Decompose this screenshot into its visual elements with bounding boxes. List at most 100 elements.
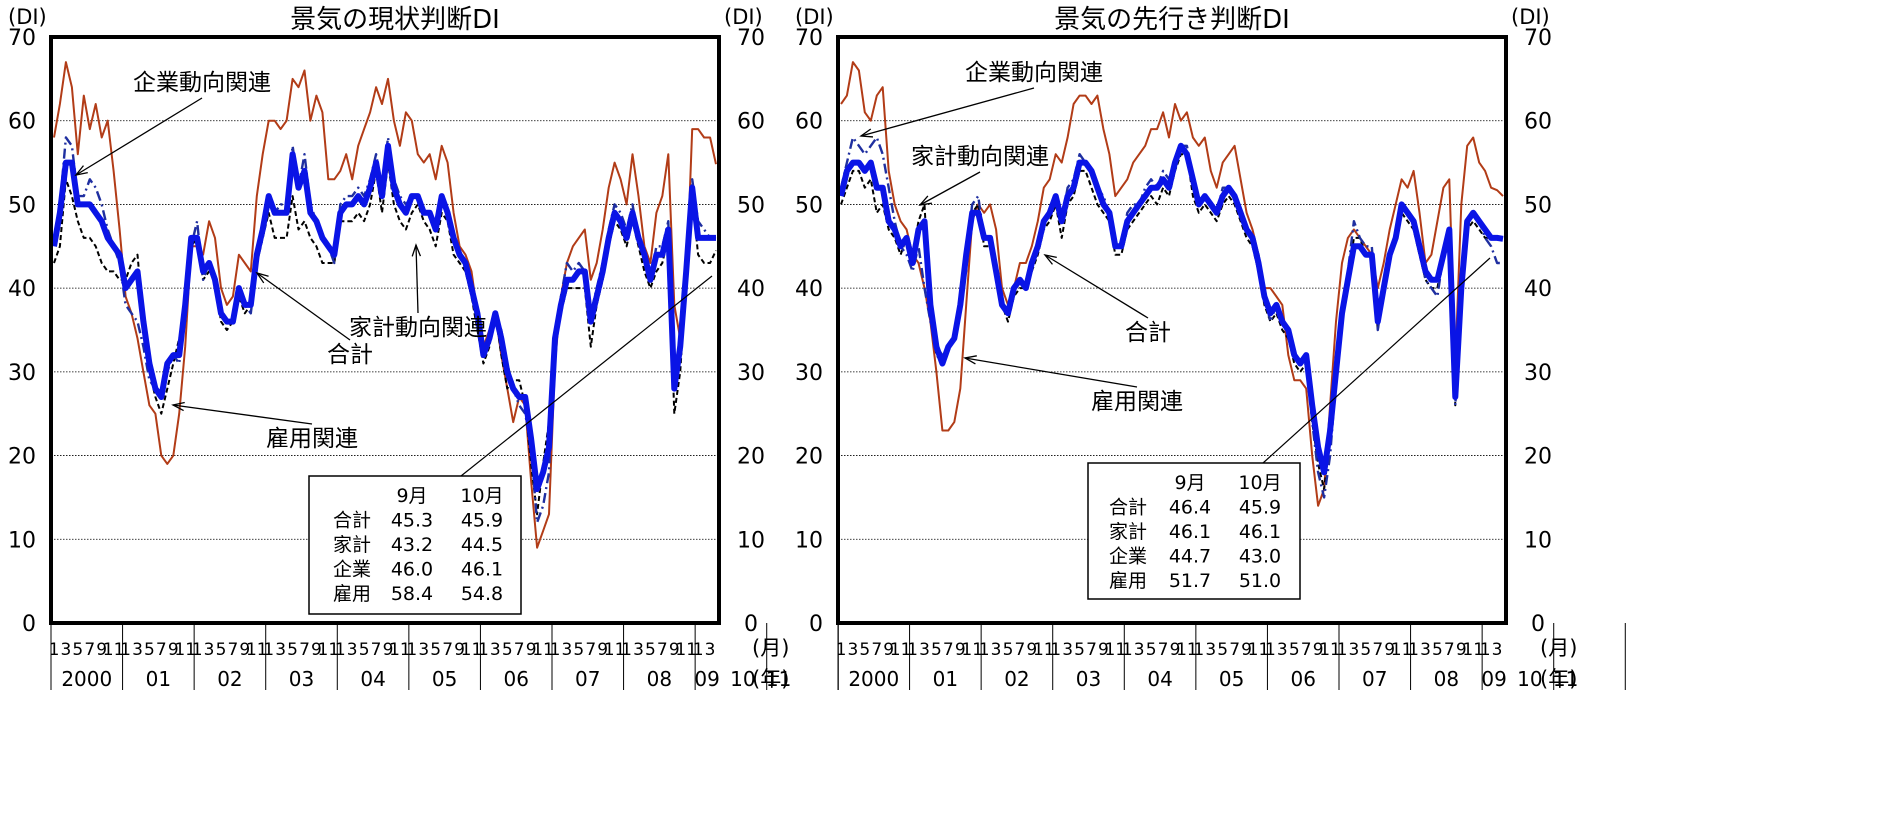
x-year-label: 01 [146, 667, 171, 691]
x-month-label: 7 [1229, 640, 1240, 660]
x-month-label: 5 [1360, 640, 1371, 660]
x-month-label: 11 [890, 640, 912, 660]
x-month-label: 11 [532, 640, 554, 660]
annotation-arrow-head [1043, 254, 1057, 265]
annotation-arrow-head [411, 243, 422, 257]
x-year-label: 06 [1290, 667, 1315, 691]
series-line-corporate [839, 136, 1503, 499]
annotation-arrow [964, 357, 1138, 388]
x-month-label: 3 [1277, 640, 1288, 660]
x-month-label: 9 [383, 640, 394, 660]
y-tick-label-left: 70 [8, 26, 36, 51]
x-month-label: 3 [490, 640, 501, 660]
table-cell: 46.1 [1169, 521, 1211, 543]
x-month-label: 11 [103, 640, 125, 660]
x-year-label: 09 [694, 667, 719, 691]
x-month-label: 7 [871, 640, 882, 660]
table-cell: 43.0 [1239, 546, 1281, 568]
table-leader-line [1262, 257, 1491, 464]
x-month-label: 1 [49, 640, 60, 660]
x-month-label: 1 [1122, 640, 1133, 660]
table-cell: 44.7 [1169, 546, 1211, 568]
y-tick-label-right: 20 [737, 445, 765, 470]
y-unit-right: (DI) [1511, 5, 1550, 29]
table-row-label: 雇用 [1109, 570, 1147, 592]
x-month-label: 1 [1193, 640, 1204, 660]
x-month-label: 7 [299, 640, 310, 660]
chart-title: 景気の現状判断DI [290, 5, 500, 35]
annotation-arrow [256, 272, 351, 341]
x-month-label: 1 [192, 640, 203, 660]
x-month-label: 9 [311, 640, 322, 660]
x-month-label: 5 [216, 640, 227, 660]
x-month-label: 5 [287, 640, 298, 660]
x-month-label: 5 [573, 640, 584, 660]
x-year-label: 11 [1553, 667, 1578, 691]
x-month-label: 9 [526, 640, 537, 660]
y-tick-label-right: 10 [737, 528, 765, 553]
y-tick-label-right: 70 [737, 26, 765, 51]
x-month-label: 3 [633, 640, 644, 660]
x-month-label: 1 [1337, 640, 1348, 660]
x-year-label: 02 [217, 667, 242, 691]
x-month-label: 3 [1348, 640, 1359, 660]
x-year-label: 01 [933, 667, 958, 691]
x-month-label: 7 [1301, 640, 1312, 660]
annotation-arrow [75, 97, 203, 176]
y-unit-left: (DI) [795, 5, 834, 29]
x-month-label: 5 [1146, 640, 1157, 660]
annotation-arrow [860, 87, 1035, 137]
annotation-label: 家計動向関連 [911, 144, 1049, 170]
x-month-label: 7 [156, 640, 167, 660]
x-month-label: 3 [1205, 640, 1216, 660]
table-cell: 46.1 [461, 559, 503, 581]
annotation-arrow [1044, 254, 1149, 319]
x-year-label: 03 [1076, 667, 1101, 691]
x-month-label: 9 [1313, 640, 1324, 660]
y-tick-label-left: 10 [8, 528, 36, 553]
table-cell: 46.1 [1239, 521, 1281, 543]
x-month-label: 11 [1248, 640, 1270, 660]
annotation-label: 企業動向関連 [133, 70, 271, 96]
table-header-sep: 9月 [396, 485, 427, 507]
y-tick-label-left: 20 [8, 445, 36, 470]
x-month-label: 7 [1444, 640, 1455, 660]
annotation-label: 家計動向関連 [349, 315, 487, 341]
annotation-arrow-head [918, 195, 932, 206]
x-month-label: 1 [693, 640, 704, 660]
x-month-label: 1 [478, 640, 489, 660]
x-year-label: 07 [1362, 667, 1387, 691]
table-header-sep: 9月 [1174, 472, 1205, 494]
y-tick-label-left: 10 [795, 528, 823, 553]
x-month-label: 3 [705, 640, 716, 660]
x-month-label: 1 [836, 640, 847, 660]
annotation-label: 合計 [327, 342, 373, 368]
annotation-label: 雇用関連 [266, 426, 358, 452]
table-cell: 46.4 [1169, 497, 1211, 519]
x-month-label: 1 [406, 640, 417, 660]
x-month-label: 7 [1014, 640, 1025, 660]
x-month-label: 9 [669, 640, 680, 660]
x-month-label: 1 [550, 640, 561, 660]
x-month-label: 9 [597, 640, 608, 660]
y-tick-label-right: 50 [737, 193, 765, 218]
x-month-label: 9 [1026, 640, 1037, 660]
x-month-label: 7 [943, 640, 954, 660]
table-row-label: 家計 [1109, 521, 1147, 543]
x-year-label: 05 [1219, 667, 1244, 691]
x-month-label: 3 [991, 640, 1002, 660]
chart-title: 景気の先行き判断DI [1054, 5, 1290, 35]
y-tick-label-right: 40 [1524, 277, 1552, 302]
x-month-label: 9 [1456, 640, 1467, 660]
table-row-label: 合計 [1109, 497, 1147, 519]
x-month-label: 5 [1074, 640, 1085, 660]
table-row-label: 合計 [333, 510, 371, 532]
table-row-label: 企業 [333, 559, 371, 581]
x-month-label: 1 [979, 640, 990, 660]
x-month-label: 5 [359, 640, 370, 660]
table-row-label: 雇用 [333, 583, 371, 605]
x-month-label: 3 [1062, 640, 1073, 660]
x-month-label: 5 [144, 640, 155, 660]
table-row-label: 企業 [1109, 546, 1147, 568]
